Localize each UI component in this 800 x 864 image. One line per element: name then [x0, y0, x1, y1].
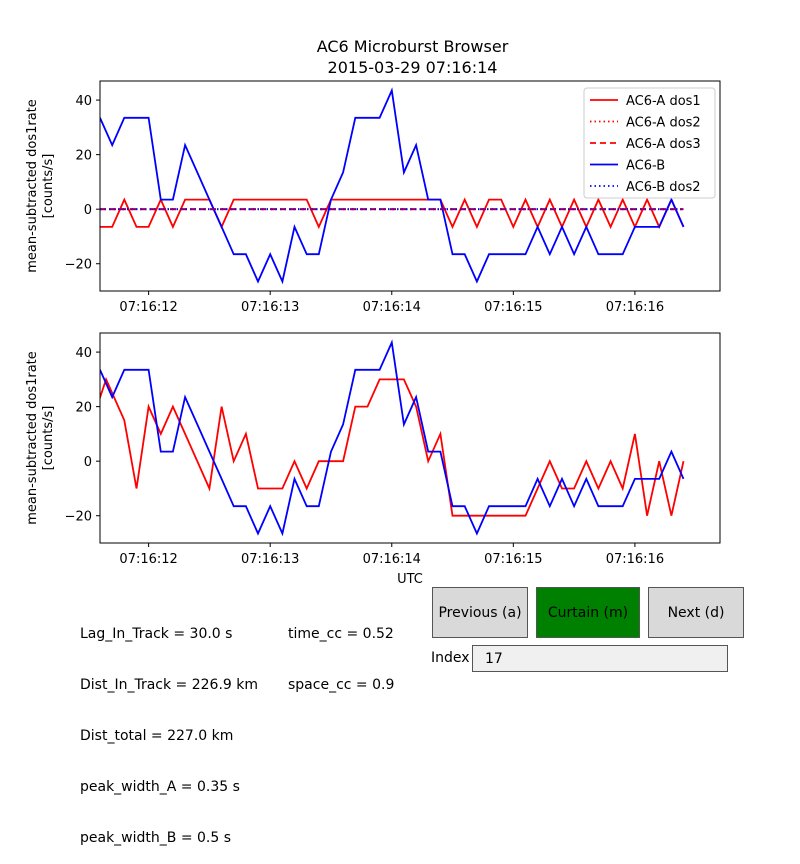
legend-entry: AC6-B: [626, 159, 665, 174]
stat-dist-in-track: Dist_In_Track = 226.9 km: [80, 677, 258, 693]
legend-entry: AC6-B dos2: [626, 180, 701, 195]
axes-frame: [99, 80, 721, 292]
axes-frame: [99, 332, 721, 544]
x-tick-label: 07:16:14: [363, 552, 421, 567]
stat-peak-width-a: peak_width_A = 0.35 s: [80, 779, 240, 795]
x-tick-label: 07:16:16: [606, 552, 664, 567]
stat-peak-width-b: peak_width_B = 0.5 s: [80, 830, 232, 846]
series-line-ac6-a-dos1: [100, 197, 685, 230]
x-tick-label: 07:16:16: [606, 300, 664, 315]
x-tick-label: 07:16:12: [119, 300, 177, 315]
series-line-trace-1: [100, 339, 685, 537]
x-tick-label: 07:16:15: [484, 552, 542, 567]
y-axis-label: mean-subtracted dos1rate: [25, 351, 40, 525]
stat-lag-in-track: Lag_In_Track = 30.0 s: [80, 626, 233, 642]
chart-panel-1: 07:16:12 07:16:13 07:16:14 07:16:15 07:16:16…: [25, 80, 721, 315]
y-tick-label: 40: [75, 346, 92, 361]
stats-left: Lag_In_Track = 30.0 s Dist_In_Track = 22…: [80, 592, 258, 864]
y-tick-label: 20: [75, 149, 92, 164]
stats-right: time_cc = 0.52 space_cc = 0.9: [288, 592, 394, 711]
y-axis-label: [counts/s]: [41, 154, 56, 219]
y-tick-label: 40: [75, 94, 92, 109]
figure-canvas: 07:16:12 07:16:13 07:16:14 07:16:15 07:16:16…: [25, 80, 721, 587]
stat-dist-total: Dist_total = 227.0 km: [80, 728, 234, 744]
chart-panel-2: 07:16:12 07:16:13 07:16:14 07:16:15 07:16:16…: [25, 332, 721, 587]
stat-space-cc: space_cc = 0.9: [288, 677, 395, 693]
y-axis-label: mean-subtracted dos1rate: [25, 99, 40, 273]
y-tick-label: −20: [65, 258, 92, 273]
y-axis-label: [counts/s]: [41, 406, 56, 471]
figure-subtitle: 2015-03-29 07:16:14: [327, 58, 498, 77]
legend-entry: AC6-A dos1: [626, 94, 701, 109]
series-line-ac6-b: [100, 87, 685, 285]
x-tick-label: 07:16:14: [363, 300, 421, 315]
series-group: [100, 87, 685, 285]
x-tick-label: 07:16:13: [241, 300, 299, 315]
legend-box: [583, 87, 716, 199]
x-tick-label: 07:16:12: [119, 552, 177, 567]
stat-time-cc: time_cc = 0.52: [288, 626, 394, 642]
x-axis-label: UTC: [397, 572, 423, 587]
y-tick-label: −20: [65, 510, 92, 525]
y-tick-label: 0: [84, 203, 92, 218]
legend-entry: AC6-A dos2: [626, 116, 701, 131]
index-label: Index: [431, 650, 470, 666]
figure-title: AC6 Microburst Browser: [316, 37, 509, 56]
previous-button[interactable]: Previous (a): [432, 587, 528, 638]
next-button[interactable]: Next (d): [648, 587, 744, 638]
series-group: [100, 339, 685, 537]
legend: AC6-A dos1 AC6-A dos2 AC6-A dos3 AC6-B AC6-B…: [583, 87, 716, 199]
index-input[interactable]: 17: [472, 645, 728, 672]
curtain-button[interactable]: Curtain (m): [536, 587, 640, 638]
y-tick-label: 0: [84, 455, 92, 470]
legend-entry: AC6-A dos3: [626, 137, 701, 152]
series-line-trace-0: [100, 376, 685, 517]
x-tick-label: 07:16:15: [484, 300, 542, 315]
y-tick-label: 20: [75, 401, 92, 416]
x-tick-label: 07:16:13: [241, 552, 299, 567]
